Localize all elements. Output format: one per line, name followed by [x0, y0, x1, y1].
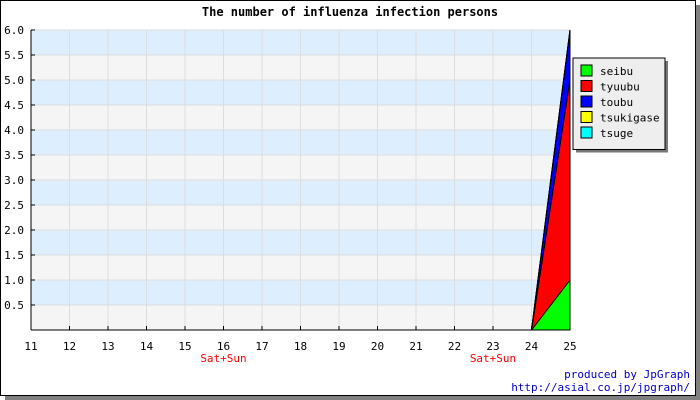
- y-tick-label: 6.0: [4, 24, 24, 37]
- credit-url: http://asial.co.jp/jpgraph/: [511, 381, 690, 394]
- y-tick-label: 1.5: [4, 249, 24, 262]
- x-tick-label: 11: [24, 340, 37, 353]
- weekend-markers: Sat+Sun Sat+Sun: [200, 352, 516, 365]
- weekend-label: Sat+Sun: [200, 352, 246, 365]
- x-tick-label: 21: [409, 340, 422, 353]
- y-tick-label: 2.0: [4, 224, 24, 237]
- legend-label-toubu: toubu: [600, 96, 633, 109]
- x-tick-label: 12: [63, 340, 76, 353]
- x-tick-label: 16: [217, 340, 230, 353]
- legend-swatch-tyuubu: [580, 80, 593, 92]
- x-tick-label: 24: [525, 340, 539, 353]
- y-tick-label: 1.0: [4, 274, 24, 287]
- weekend-label: Sat+Sun: [470, 352, 516, 365]
- x-tick-label: 25: [563, 340, 576, 353]
- legend-swatch-tsuge: [580, 126, 593, 139]
- legend-swatch-seibu: [580, 64, 593, 77]
- legend-swatch-toubu: [580, 95, 593, 108]
- legend-label-tyuubu: tyuubu: [600, 81, 640, 94]
- x-tick-label: 13: [101, 340, 114, 353]
- legend-swatch-tsukigase: [580, 111, 593, 123]
- y-tick-label: 4.5: [4, 99, 24, 112]
- x-tick-label: 14: [140, 340, 154, 353]
- y-tick-label: 2.5: [4, 199, 24, 212]
- credit-producer: produced by JpGraph: [564, 368, 690, 381]
- y-axis-ticks: 0.5 1.0 1.5 2.0 2.5 3.0 3.5 4.0 4.5 5.0 5.5 6.0: [4, 24, 35, 312]
- y-tick-label: 0.5: [4, 299, 24, 312]
- y-tick-label: 4.0: [4, 124, 24, 137]
- y-tick-label: 5.5: [4, 49, 24, 62]
- y-tick-label: 3.5: [4, 149, 24, 162]
- legend-label-seibu: seibu: [600, 65, 633, 78]
- x-tick-label: 20: [371, 340, 384, 353]
- x-tick-label: 23: [486, 340, 499, 353]
- legend-label-tsuge: tsuge: [600, 127, 633, 140]
- x-tick-label: 17: [255, 340, 268, 353]
- y-tick-label: 3.0: [4, 174, 24, 187]
- chart-title: The number of influenza infection person…: [202, 5, 498, 19]
- x-tick-label: 15: [178, 340, 191, 353]
- y-tick-label: 5.0: [4, 74, 24, 87]
- legend: seibu tyuubu toubu tsukigase tsuge: [572, 57, 668, 153]
- x-tick-label: 19: [332, 340, 345, 353]
- legend-label-tsukigase: tsukigase: [600, 112, 660, 125]
- x-axis-ticks: 11 12 13 14 15 16 17 18 19 20 21 22 23 24 25: [24, 326, 577, 353]
- x-tick-label: 18: [294, 340, 307, 353]
- x-tick-label: 22: [448, 340, 461, 353]
